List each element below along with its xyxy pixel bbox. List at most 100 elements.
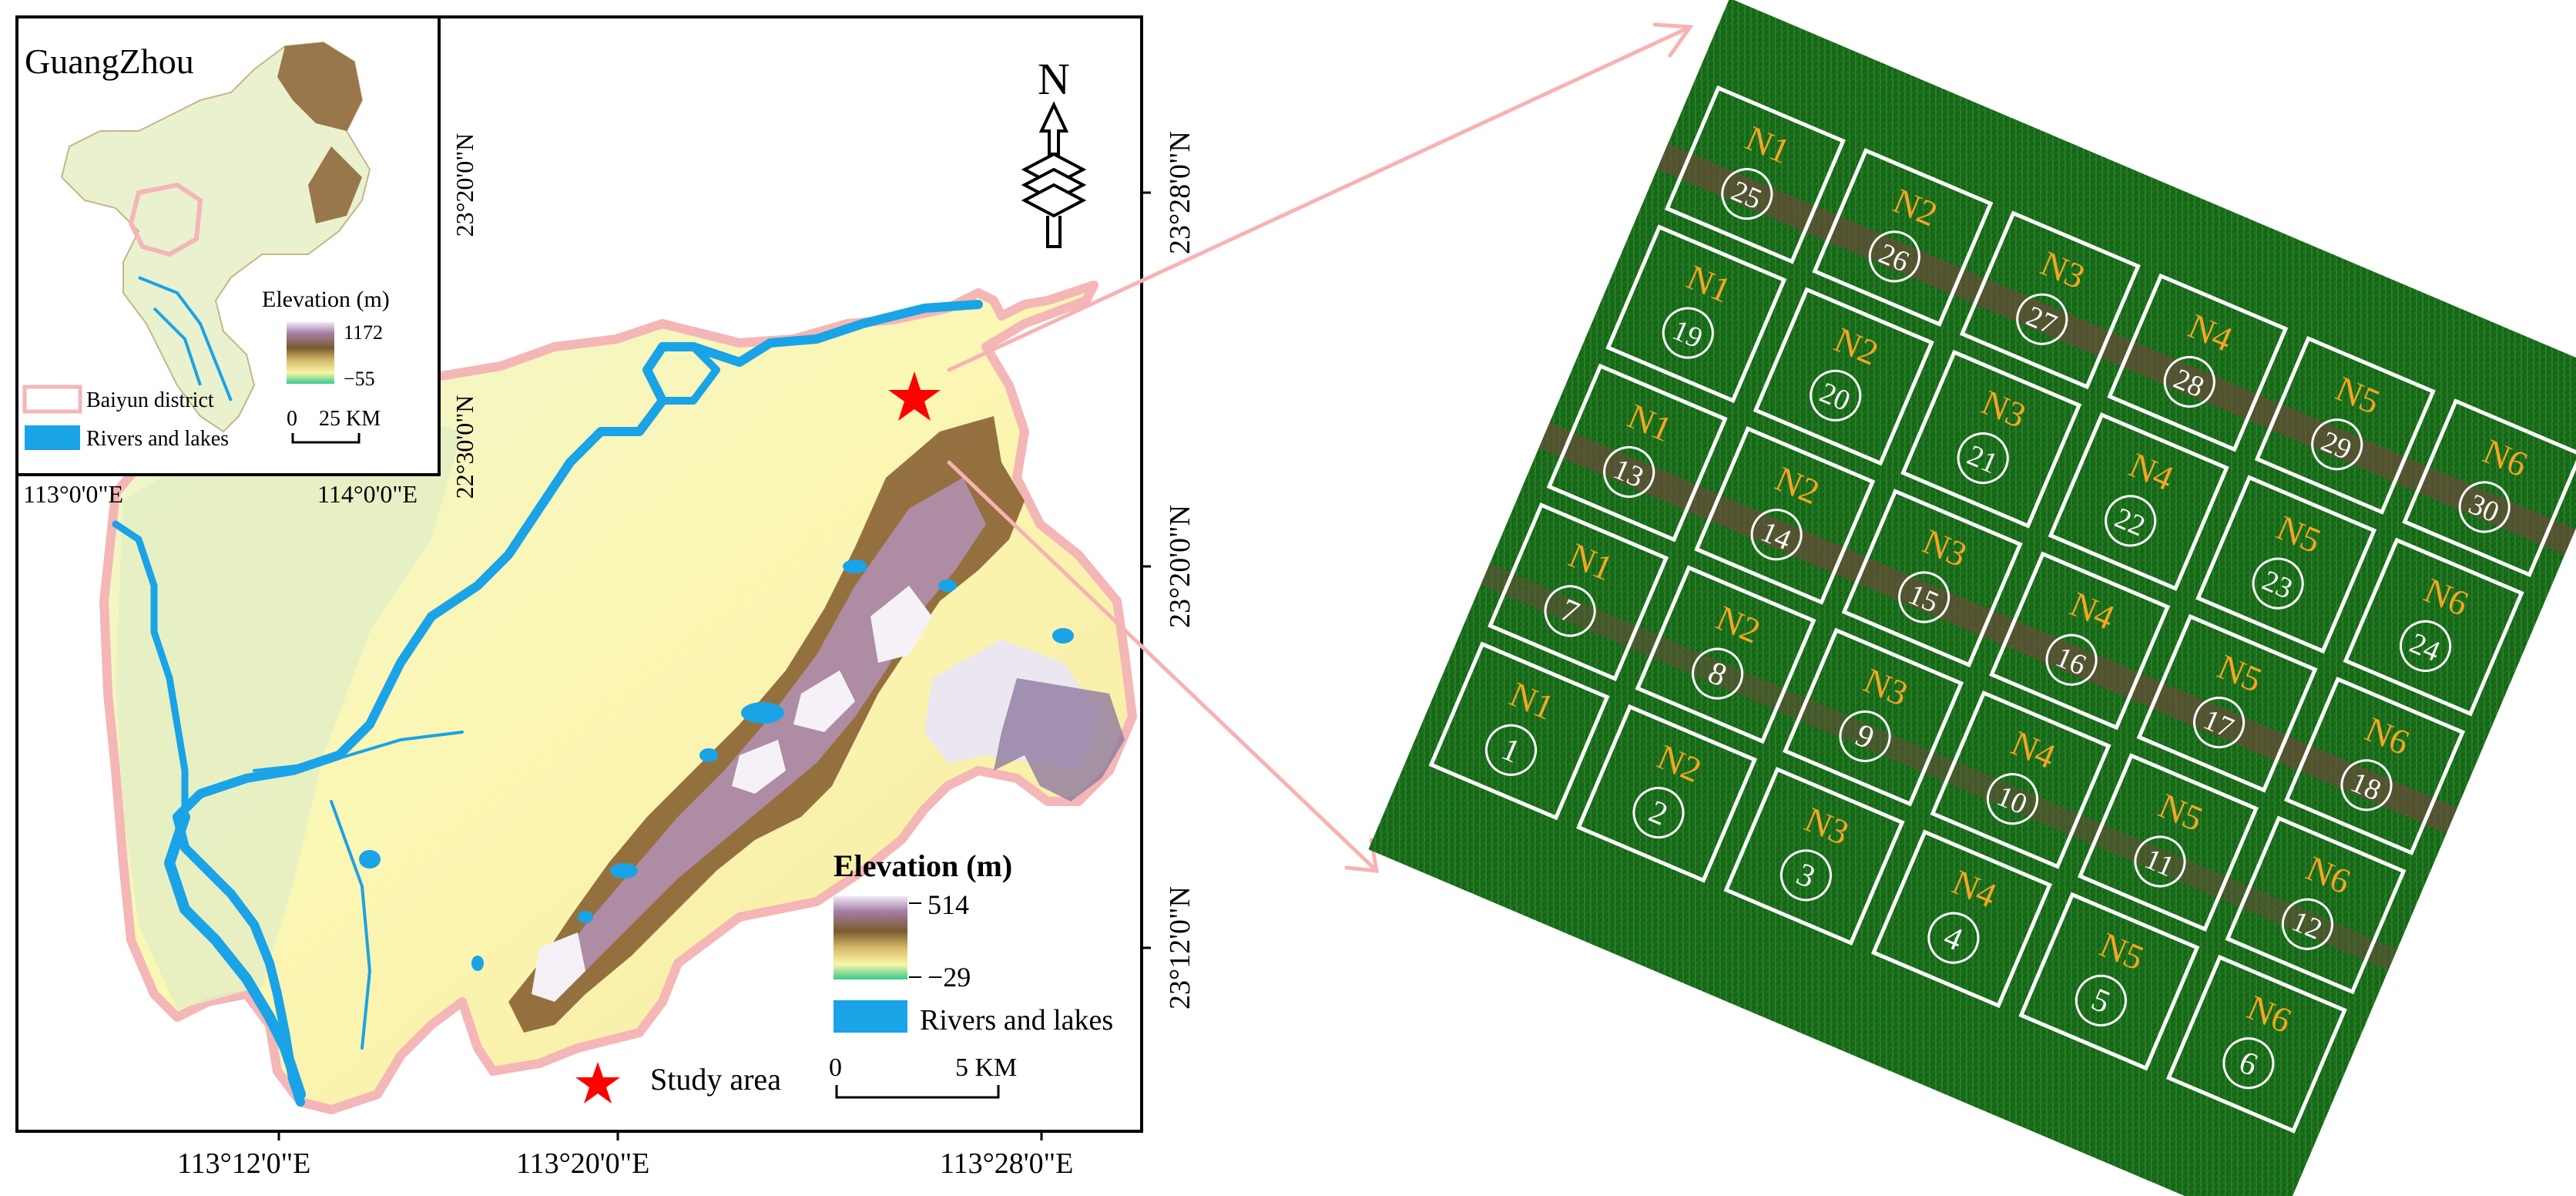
main-scale-bar — [835, 1085, 1000, 1099]
main-rivers-label: Rivers and lakes — [920, 1004, 1113, 1036]
plot-border — [2195, 475, 2377, 654]
study-area-star-marker — [888, 371, 941, 421]
plot-number-circle — [1721, 168, 1773, 220]
plot-border — [1635, 565, 1816, 744]
lat-tick-3: 23°12'0"N — [1164, 886, 1196, 1010]
lon-tick-1: 113°12'0"E — [177, 1147, 310, 1180]
plot-border — [1930, 690, 2111, 869]
inset-rivers-label: Rivers and lakes — [86, 427, 229, 451]
plot-number-circle — [2193, 697, 2246, 749]
main-elevation-ramp — [834, 896, 907, 979]
inset-elevation-ramp — [287, 322, 334, 384]
plot-border — [2136, 613, 2318, 793]
plot-border — [1723, 767, 1905, 946]
main-river — [173, 300, 983, 1107]
inset-elev-min: −55 — [344, 368, 375, 390]
main-rivers-swatch — [834, 1000, 907, 1033]
main-legend: Elevation (m) 514 −29 Rivers and lakes — [834, 848, 1113, 1036]
north-arrow-letter: N — [1038, 54, 1070, 104]
study-area-legend-star — [575, 1062, 620, 1104]
north-arrow-icon: N — [1021, 54, 1087, 248]
plot-border — [1428, 641, 1610, 821]
plot-number-circle — [2045, 633, 2098, 686]
plot-number-circle — [2400, 620, 2452, 672]
lakes — [359, 559, 1074, 971]
plot-number-circle — [1868, 230, 1920, 283]
inset-lat-tick-1: 23°20'0"N — [451, 133, 478, 237]
plot-number-circle — [1692, 647, 1744, 700]
study-area-label: Study area — [650, 1062, 781, 1097]
main-scale-zero: 0 — [829, 1053, 842, 1082]
inset-highlands — [277, 42, 362, 223]
main-elev-max: 514 — [927, 889, 969, 920]
callout-arrow-top — [947, 25, 1691, 372]
inset-map: GuangZhou Elevation (m) 1172 −55 Baiyun … — [15, 15, 441, 476]
plot-number-circle — [1987, 773, 2039, 825]
field-road-3 — [1481, 563, 2398, 971]
plot-border — [2254, 335, 2436, 515]
plot-number-circle — [2016, 293, 2068, 345]
main-scale-label: 5 KM — [955, 1053, 1017, 1082]
mountain-peaks-2 — [532, 586, 932, 1002]
baiyun-district-map — [99, 281, 1137, 1114]
plot-border — [2402, 398, 2576, 578]
plot-border — [1576, 704, 1758, 883]
tributary — [330, 800, 371, 1050]
plot-number-circle — [2340, 759, 2393, 811]
plot-number-circle — [1839, 710, 1891, 762]
inset-lat-tick-2: 22°30'0"N — [451, 395, 478, 499]
plot-number-circle — [1779, 849, 1832, 902]
plot-number-circle — [2222, 1037, 2275, 1090]
callout-arrow-bottom — [947, 460, 1377, 872]
plot-border — [2343, 537, 2524, 717]
plot-border — [2225, 815, 2407, 995]
main-elev-min: −29 — [927, 962, 971, 993]
plot-border — [1870, 829, 2052, 1009]
plot-border — [1488, 502, 1669, 681]
plot-border — [1989, 551, 2171, 731]
foothill-band — [994, 678, 1125, 801]
plot-border — [1812, 148, 1994, 327]
plot-number-circle — [2105, 495, 2157, 547]
callout-arrows — [947, 22, 1694, 873]
plot-number-circle — [1544, 585, 1596, 637]
guangzhou-outline — [60, 41, 371, 433]
rivers — [112, 300, 983, 1107]
field-road-1 — [1657, 143, 2576, 555]
plot-border — [1959, 210, 2141, 390]
lat-tick-1: 23°28'0"N — [1164, 131, 1196, 254]
inset-district-swatch — [22, 385, 82, 414]
plot-border — [1546, 363, 1728, 543]
lowland-tint — [116, 401, 462, 1010]
plot-number-circle — [2458, 481, 2511, 533]
inset-rivers — [138, 276, 233, 401]
canal — [253, 731, 464, 772]
plot-number-circle — [2311, 418, 2363, 471]
plot-number-circle — [1957, 432, 2009, 485]
plot-number-circle — [1750, 509, 1803, 561]
inset-baiyun — [128, 182, 203, 257]
river-north — [659, 343, 720, 405]
inset-lon-tick-1: 113°0'0"E — [23, 480, 123, 508]
inset-legend-title: Elevation (m) — [262, 287, 390, 312]
plot-border — [2078, 753, 2259, 932]
plot-border — [1753, 287, 1934, 466]
inset-scale-zero: 0 — [287, 407, 297, 431]
plot-number-circle — [2281, 898, 2333, 950]
plot-border — [2165, 954, 2347, 1134]
plot-number-circle — [1898, 571, 1950, 623]
callout-arrow-top-head — [1652, 22, 1694, 58]
inset-elev-max: 1172 — [344, 321, 383, 344]
lon-tick-2: 113°20'0"E — [516, 1147, 649, 1180]
plot-number-circle — [1810, 369, 1862, 422]
mountain-highland — [547, 478, 986, 994]
river-west — [112, 520, 189, 821]
main-legend-title: Elevation (m) — [834, 848, 1012, 883]
inset-district-label: Baiyun district — [86, 388, 214, 412]
plot-number-circle — [1662, 307, 1714, 359]
plot-border — [1664, 85, 1846, 264]
plot-border — [1605, 224, 1787, 404]
plot-number-circle — [2075, 974, 2127, 1026]
